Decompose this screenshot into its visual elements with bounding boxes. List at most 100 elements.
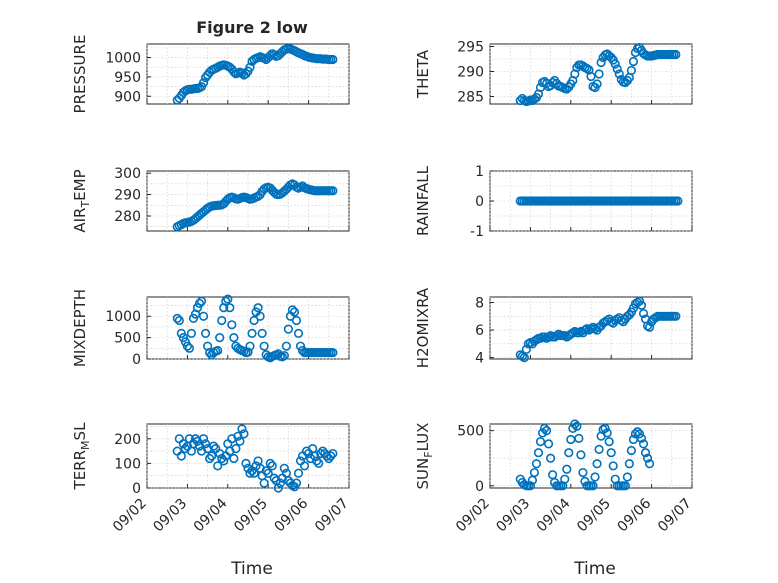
data-point	[588, 481, 598, 491]
data-point	[281, 341, 291, 351]
data-point	[198, 78, 209, 88]
y-tick-label: 4	[475, 351, 484, 367]
y-axis-label-main: PRESSURE	[71, 35, 89, 114]
data-point	[541, 426, 552, 436]
y-axis-label: RAINFALL	[414, 165, 432, 236]
y-axis-label-subscript: T	[79, 201, 92, 209]
data-point	[312, 456, 322, 466]
data-point	[638, 439, 649, 449]
y-tick-label: 1	[475, 164, 484, 180]
data-point	[289, 307, 300, 317]
data-point	[257, 328, 267, 338]
figure-title: Figure 2 low	[196, 18, 308, 37]
data-point	[634, 429, 645, 439]
data-point	[673, 196, 683, 206]
data-point	[259, 341, 269, 351]
data-point	[217, 315, 227, 326]
data-point	[269, 50, 279, 60]
data-point	[283, 324, 294, 334]
y-tick-label: 1000	[105, 309, 141, 325]
data-point	[279, 463, 289, 473]
x-tick-label: 09/03	[150, 496, 190, 536]
y-axis-label: SUNFLUX	[414, 423, 435, 490]
x-tick-label: 09/05	[231, 496, 271, 536]
data-point	[576, 450, 586, 460]
x-tick-label: 09/03	[493, 496, 533, 536]
y-tick-label: 0	[475, 479, 484, 495]
data-point	[200, 328, 211, 338]
x-tick-label: 09/04	[534, 495, 574, 535]
x-tick-label: 09/04	[191, 495, 231, 535]
data-point	[188, 313, 199, 323]
y-tick-label: 500	[114, 331, 141, 347]
data-point	[182, 341, 192, 351]
x-axis-label-left: Time	[230, 559, 273, 579]
data-point	[671, 311, 681, 321]
panel-air_temp: 280 290 300 AIRTEMP	[71, 166, 350, 233]
data-point	[235, 436, 245, 446]
data-point	[237, 424, 247, 434]
x-tick-label: 09/06	[272, 495, 312, 535]
y-tick-label: 290	[114, 188, 141, 204]
data-point	[184, 343, 195, 353]
y-tick-label: 0	[475, 194, 484, 210]
y-tick-label: 280	[114, 209, 141, 225]
data-point	[535, 437, 546, 447]
data-point	[253, 303, 263, 313]
data-point	[610, 59, 620, 69]
y-axis-label: MIXDEPTH	[71, 289, 89, 367]
y-axis-label-main: THETA	[414, 49, 432, 99]
data-point	[543, 439, 554, 449]
data-point	[626, 65, 637, 76]
y-tick-label: 8	[475, 296, 484, 312]
y-axis-label-main: TERR	[71, 450, 89, 491]
data-point	[223, 294, 233, 304]
data-point	[247, 328, 257, 338]
data-point	[205, 347, 215, 358]
data-point	[176, 451, 186, 461]
data-point	[636, 433, 647, 443]
data-point	[243, 347, 253, 357]
data-point	[207, 451, 217, 461]
data-point	[570, 419, 580, 429]
data-point	[291, 315, 302, 326]
panel-mixdepth: 0 500 1000 MIXDEPTH	[71, 289, 350, 368]
data-point	[267, 461, 277, 471]
data-point	[239, 429, 249, 439]
data-point	[671, 49, 681, 60]
data-point	[636, 300, 647, 310]
y-axis-label-main: AIR	[71, 208, 89, 233]
data-point	[209, 441, 219, 451]
data-point	[215, 333, 225, 343]
data-point	[261, 466, 271, 476]
data-point	[630, 429, 641, 439]
x-tick-label: 09/07	[312, 496, 352, 536]
data-point	[198, 311, 209, 321]
data-point	[539, 423, 550, 434]
data-point	[328, 347, 338, 358]
data-point	[249, 315, 259, 326]
y-tick-label: 900	[114, 89, 141, 105]
y-tick-label: 1000	[105, 51, 141, 67]
data-point	[314, 458, 324, 468]
y-tick-label: 295	[457, 40, 484, 56]
data-point	[624, 459, 634, 469]
data-point	[237, 68, 247, 78]
data-point	[628, 56, 639, 67]
data-point	[529, 467, 540, 478]
data-point	[626, 445, 637, 456]
y-tick-label: 300	[114, 166, 141, 182]
data-point	[640, 448, 651, 458]
y-tick-label: 285	[457, 90, 484, 106]
x-axis-label-right: Time	[573, 559, 616, 579]
data-point	[644, 322, 655, 332]
panel-sun_flux: 0 500 09/02 09/03 09/04 09/05 09/06 09/07 SUNFLU…	[414, 419, 695, 536]
y-axis-label-rest: LUX	[414, 423, 432, 452]
data-point	[560, 474, 570, 484]
y-tick-label: 290	[457, 65, 484, 81]
data-point	[594, 69, 604, 79]
data-point	[580, 325, 590, 335]
data-point	[608, 461, 618, 471]
data-point	[614, 69, 624, 79]
y-axis-label-main: RAINFALL	[414, 165, 432, 236]
